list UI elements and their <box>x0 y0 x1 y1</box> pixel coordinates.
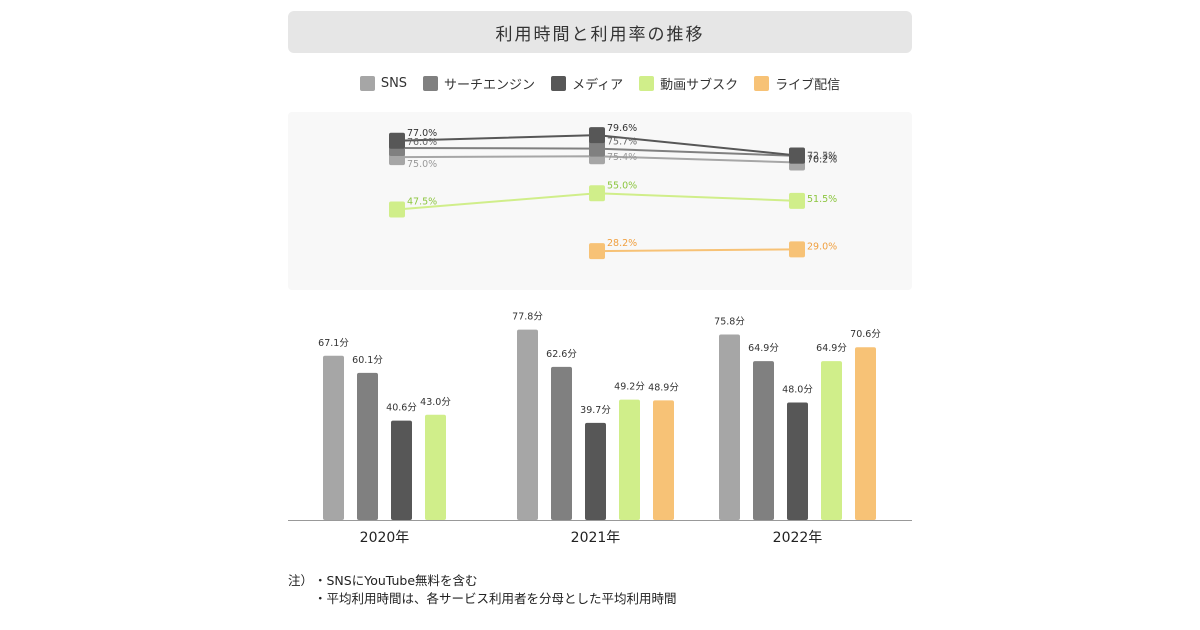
bar-sns-2 <box>719 334 740 520</box>
line-point-media-1 <box>589 127 605 144</box>
bar-label-media-2: 48.0分 <box>782 385 813 396</box>
line-label-media-0: 77.0% <box>407 128 437 139</box>
note-row-1: 注） ・SNSにYouTube無料を含む <box>288 572 912 590</box>
bar-sns-0 <box>323 355 344 520</box>
note-indent <box>288 590 314 608</box>
bar-label-live-streaming-2: 70.6分 <box>850 329 881 340</box>
legend-item-sns: SNS <box>359 75 408 91</box>
x-tick-label-2: 2022年 <box>773 530 823 546</box>
legend-label-search-engine: サーチエンジン <box>444 77 536 93</box>
legend-swatch-media <box>551 75 567 91</box>
bar-label-video-subscription-1: 49.2分 <box>614 382 645 393</box>
bar-label-sns-1: 77.8分 <box>512 312 543 323</box>
bar-live-streaming-2 <box>855 347 876 520</box>
bar-label-search-engine-2: 64.9分 <box>748 343 779 354</box>
bar-media-0 <box>391 420 412 520</box>
notes: 注） ・SNSにYouTube無料を含む ・平均利用時間は、各サービス利用者を分… <box>288 572 912 608</box>
bar-label-media-1: 39.7分 <box>580 405 611 416</box>
line-label-search-engine-0: 76.0% <box>407 137 437 148</box>
line-label-sns-2: 72.5% <box>807 151 837 162</box>
line-label-video-subscription-2: 51.5% <box>807 194 837 205</box>
line-label-sns-1: 75.4% <box>607 152 637 163</box>
bar-media-1 <box>585 422 606 520</box>
line-label-search-engine-1: 75.7% <box>607 137 637 148</box>
line-label-search-engine-2: 72.3% <box>807 151 837 162</box>
bar-sns-1 <box>517 329 538 520</box>
line-label-video-subscription-0: 47.5% <box>407 196 437 207</box>
line-point-video-subscription-1 <box>589 185 605 202</box>
note-item-2: ・平均利用時間は、各サービス利用者を分母とした平均利用時間 <box>314 591 677 606</box>
line-chart: 75.0% 75.4% 72.5% 76.0% 75.7% 72.3% 77.0% 79.6%… <box>389 123 837 260</box>
note-row-2: ・平均利用時間は、各サービス利用者を分母とした平均利用時間 <box>288 590 912 608</box>
line-point-live-streaming-1 <box>589 243 605 260</box>
line-label-live-streaming-2: 29.0% <box>807 241 837 252</box>
line-point-media-2 <box>789 147 805 164</box>
chart-title-text: 利用時間と利用率の推移 <box>495 24 705 45</box>
line-label-media-2: 70.2% <box>807 154 837 165</box>
line-point-video-subscription-0 <box>389 201 405 218</box>
line-label-media-1: 79.6% <box>607 123 637 134</box>
bar-media-2 <box>787 402 808 520</box>
bar-search-engine-0 <box>357 372 378 520</box>
bar-video-subscription-1 <box>619 399 640 520</box>
bar-label-sns-0: 67.1分 <box>318 338 349 349</box>
line-point-video-subscription-2 <box>789 192 805 209</box>
bar-search-engine-1 <box>551 366 572 520</box>
legend-label-sns: SNS <box>380 75 408 91</box>
x-tick-label-1: 2021年 <box>571 530 621 546</box>
legend-swatch-video-subscription <box>639 75 655 91</box>
bar-search-engine-2 <box>753 361 774 520</box>
legend-item-live-streaming: ライブ配信 <box>754 74 840 93</box>
legend-label-live-streaming: ライブ配信 <box>775 77 841 93</box>
line-label-live-streaming-1: 28.2% <box>607 238 637 249</box>
legend: SNS サーチエンジン メディア 動画サブスク ライブ配信 <box>288 72 912 94</box>
legend-item-media: メディア <box>551 74 623 93</box>
legend-item-search-engine: サーチエンジン <box>423 74 535 93</box>
bar-label-media-0: 40.6分 <box>386 403 417 414</box>
line-series-live-streaming <box>596 248 798 253</box>
legend-item-video-subscription: 動画サブスク <box>639 74 738 93</box>
legend-swatch-sns <box>359 75 375 91</box>
bar-video-subscription-0 <box>425 414 446 520</box>
note-item-1: ・SNSにYouTube無料を含む <box>314 573 478 588</box>
bar-label-sns-2: 75.8分 <box>714 317 745 328</box>
line-point-search-engine-1 <box>589 140 605 157</box>
legend-label-media: メディア <box>572 77 624 93</box>
bar-live-streaming-1 <box>653 400 674 520</box>
bar-label-live-streaming-1: 48.9分 <box>648 382 679 393</box>
legend-swatch-search-engine <box>423 75 439 91</box>
note-prefix: 注） <box>288 573 314 588</box>
bar-video-subscription-2 <box>821 361 842 520</box>
bar-label-video-subscription-2: 64.9分 <box>816 343 847 354</box>
chart-title: 利用時間と利用率の推移 <box>288 11 912 53</box>
line-point-media-0 <box>389 132 405 149</box>
x-tick-label-0: 2020年 <box>360 530 410 546</box>
line-point-live-streaming-2 <box>789 241 805 258</box>
line-label-video-subscription-1: 55.0% <box>607 180 637 191</box>
bar-label-search-engine-1: 62.6分 <box>546 349 577 360</box>
legend-label-video-subscription: 動画サブスク <box>660 77 739 93</box>
legend-swatch-live-streaming <box>754 75 770 91</box>
bar-label-search-engine-0: 60.1分 <box>352 355 383 366</box>
bar-label-video-subscription-0: 43.0分 <box>420 397 451 408</box>
line-label-sns-0: 75.0% <box>407 159 437 170</box>
